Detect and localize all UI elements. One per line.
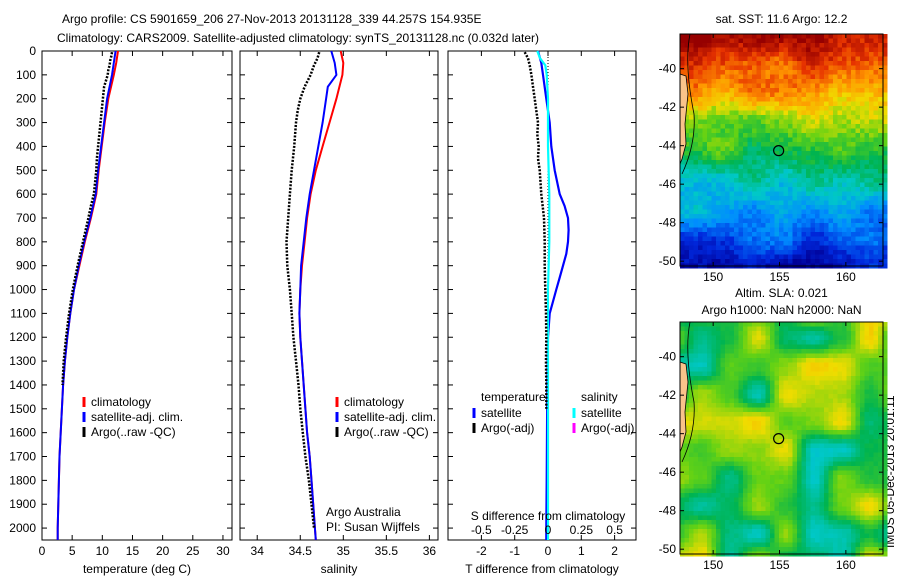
y-tick-label: -40 xyxy=(659,350,677,364)
x-tick-label: -1 xyxy=(509,544,520,558)
y-tick-label: 0 xyxy=(29,44,36,58)
map-subtitle: Argo h1000: NaN h2000: NaN xyxy=(701,303,861,317)
x-axis-label: T difference from climatology xyxy=(465,562,619,576)
y-tick-label: 1000 xyxy=(9,283,36,297)
legend-label-0: climatology xyxy=(344,395,404,409)
figure-title-line1: Argo profile: CS 5901659_206 27-Nov-2013… xyxy=(62,12,481,26)
y-tick-label: -42 xyxy=(659,100,677,114)
legend-label: satellite xyxy=(481,406,522,420)
x-tick-label: 0 xyxy=(39,544,46,558)
plot-frame xyxy=(448,51,636,540)
legend-label-2: Argo(..raw -QC) xyxy=(91,425,176,439)
y-tick-label: -42 xyxy=(659,388,677,402)
y-tick-label: 1800 xyxy=(9,473,36,487)
y-tick-label: 500 xyxy=(16,163,36,177)
top-x-tick-label: -0.5 xyxy=(471,523,492,537)
y-tick-label: 300 xyxy=(16,116,36,130)
x-tick-label: 34.5 xyxy=(289,544,313,558)
x-tick-label: 10 xyxy=(96,544,110,558)
map-title: sat. SST: 11.6 Argo: 12.2 xyxy=(716,12,848,26)
x-tick-label: 0 xyxy=(545,544,552,558)
y-tick-label: 1200 xyxy=(9,330,36,344)
y-tick-label: 1900 xyxy=(9,497,36,511)
legend-temp-header: temperature xyxy=(481,390,546,404)
top-x-axis-label: S difference from climatology xyxy=(471,509,626,523)
profile-panel-sal: 34 34.5 35 35.5 36 salinity climatologysatelli… xyxy=(240,51,438,576)
x-tick-label: 1 xyxy=(578,544,585,558)
y-tick-label: -50 xyxy=(659,254,677,268)
x-tick-label: 2 xyxy=(611,544,618,558)
top-x-tick-label: 0.25 xyxy=(570,523,594,537)
x-tick-label: 20 xyxy=(156,544,170,558)
figure-title-line2: Climatology: CARS2009. Satellite-adjuste… xyxy=(57,31,539,45)
y-tick-label: 1100 xyxy=(10,306,36,320)
x-tick-label: 30 xyxy=(216,544,230,558)
top-x-tick-label: 0 xyxy=(545,523,552,537)
y-tick-label: 200 xyxy=(16,92,36,106)
top-x-tick-label: 0.5 xyxy=(606,523,623,537)
map-title: Altim. SLA: 0.021 xyxy=(735,286,828,300)
x-tick-label: 35.5 xyxy=(375,544,399,558)
x-tick-label: 15 xyxy=(126,544,140,558)
legend-label: Argo(-adj) xyxy=(481,421,534,435)
top-x-tick-label: -0.25 xyxy=(501,523,529,537)
x-tick-label: -2 xyxy=(476,544,487,558)
y-tick-label: -40 xyxy=(659,62,677,76)
x-tick-label: 150 xyxy=(703,270,723,284)
y-tick-label: -46 xyxy=(659,465,677,479)
x-tick-label: 34 xyxy=(251,544,265,558)
x-tick-label: 160 xyxy=(836,558,856,572)
y-tick-label: -50 xyxy=(659,542,677,556)
y-tick-label: 2000 xyxy=(9,521,36,535)
y-tick-label: -44 xyxy=(659,139,677,153)
y-tick-label: 1300 xyxy=(9,354,36,368)
x-tick-label: 36 xyxy=(423,544,437,558)
credit-line2: PI: Susan Wijffels xyxy=(326,520,420,534)
profile-panel-diff: -2 -1 0 1 2 T difference from climatology -0.5… xyxy=(448,51,636,576)
legend-label: satellite xyxy=(581,406,622,420)
map-sla: 150 155 160 -40 -42 -44 -46 -48 -50 Altim. SLA: 0… xyxy=(659,286,888,572)
y-tick-label: 100 xyxy=(16,68,36,82)
credit-line1: Argo Australia xyxy=(326,505,401,519)
legend-sal-header: salinity xyxy=(581,390,618,404)
y-tick-label: 400 xyxy=(16,139,36,153)
y-tick-label: 600 xyxy=(16,187,36,201)
y-tick-label: -48 xyxy=(659,504,677,518)
legend-label-1: satellite-adj. clim. xyxy=(91,410,183,424)
y-tick-label: 900 xyxy=(16,259,36,273)
plot-frame xyxy=(240,51,438,540)
x-tick-label: 155 xyxy=(769,270,789,284)
y-tick-label: 700 xyxy=(16,211,36,225)
plots: 0100200300400500600700800900100011001200… xyxy=(9,12,887,576)
y-tick-label: 1500 xyxy=(9,402,36,416)
y-tick-label: -48 xyxy=(659,216,677,230)
x-tick-label: 5 xyxy=(69,544,76,558)
legend-label-0: climatology xyxy=(91,395,151,409)
x-tick-label: 150 xyxy=(703,558,723,572)
profile-panel-temp: 0100200300400500600700800900100011001200… xyxy=(9,44,232,576)
plot-frame xyxy=(42,51,232,540)
x-tick-label: 35 xyxy=(337,544,351,558)
legend-label-1: satellite-adj. clim. xyxy=(344,410,436,424)
x-axis-label: temperature (deg C) xyxy=(83,562,191,576)
x-tick-label: 160 xyxy=(836,270,856,284)
x-axis-label: salinity xyxy=(321,562,358,576)
y-tick-label: 1400 xyxy=(9,378,36,392)
y-tick-label: -46 xyxy=(659,177,677,191)
legend-label-2: Argo(..raw -QC) xyxy=(344,425,429,439)
legend-label: Argo(-adj) xyxy=(581,421,634,435)
x-tick-label: 155 xyxy=(769,558,789,572)
map-sst: 150 155 160 -40 -42 -44 -46 -48 -50 sat. SST: 11.… xyxy=(659,12,888,284)
x-tick-label: 25 xyxy=(186,544,200,558)
y-tick-label: 800 xyxy=(16,235,36,249)
y-tick-label: 1700 xyxy=(9,450,36,464)
y-tick-label: 1600 xyxy=(9,426,36,440)
y-tick-label: -44 xyxy=(659,427,677,441)
